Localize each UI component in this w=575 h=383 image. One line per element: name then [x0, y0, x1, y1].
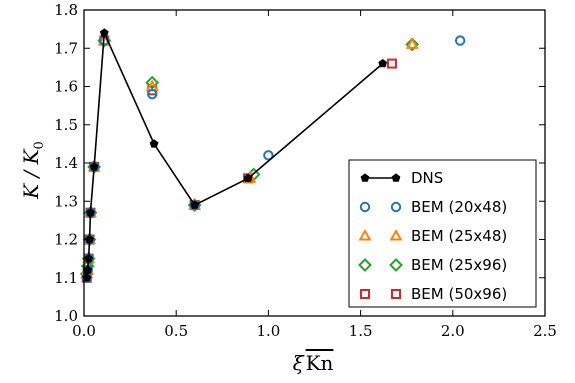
- point-dns: [378, 58, 388, 68]
- point-dns: [86, 208, 95, 217]
- x-tick-label: 0.0: [72, 322, 96, 340]
- point-bem-25x96: [145, 75, 160, 90]
- point-bem-50x96: [386, 58, 397, 69]
- x-tick-label: 2.5: [533, 322, 557, 340]
- legend-marker: [359, 201, 371, 213]
- plot-content: [79, 28, 466, 283]
- y-axis-label: K / K0: [19, 141, 47, 200]
- y-tick-label: 1.0: [54, 307, 78, 325]
- y-tick-label: 1.8: [54, 1, 78, 19]
- series-line-dns: [85, 32, 384, 278]
- legend-marker: [358, 228, 372, 241]
- legend-marker: [389, 258, 403, 272]
- x-tick-label: 1.0: [256, 322, 280, 340]
- legend-box: [348, 159, 537, 308]
- legend-marker: [360, 173, 370, 182]
- point-bem-25x96: [405, 37, 420, 52]
- y-tick-label: 1.2: [54, 231, 78, 249]
- point-bem-20x48: [147, 88, 158, 100]
- x-tick-label: 1.5: [349, 322, 373, 340]
- point-dns: [149, 139, 159, 148]
- x-tick-label: 2.0: [441, 322, 465, 340]
- point-dns: [190, 200, 200, 209]
- series-dns: [82, 28, 388, 282]
- y-tick-label: 1.3: [54, 192, 78, 210]
- x-axis-label: ξ Kn: [293, 351, 334, 375]
- x-tick-label: 0.5: [164, 322, 188, 340]
- legend-entry-label: DNS: [411, 169, 443, 187]
- legend-entry-label: BEM (50x96): [411, 285, 507, 303]
- point-bem-25x48: [405, 37, 419, 49]
- y-tick-label: 1.6: [54, 78, 78, 96]
- legend-entry-label: BEM (25x48): [411, 227, 507, 245]
- ticks: 0.0 0.5 1.0 1.5 2.0 2.5 1.0 1.1 1.2 1.3 1.4 1.5 1.6 1…: [54, 1, 557, 340]
- point-bem-20x48: [454, 35, 466, 46]
- point-bem-20x48: [263, 150, 274, 161]
- legend-marker: [391, 173, 401, 182]
- point-dns: [243, 173, 253, 183]
- legend: DNS BEM (20x48) BEM (25x48) BEM (25x96) BEM …: [348, 159, 537, 308]
- legend-marker: [358, 258, 372, 272]
- legend-marker: [390, 201, 402, 213]
- legend-marker: [391, 289, 401, 299]
- point-dns: [99, 28, 109, 37]
- legend-entry-label: BEM (20x48): [411, 198, 507, 216]
- point-dns: [89, 162, 99, 171]
- point-dns: [84, 254, 93, 263]
- y-tick-label: 1.7: [54, 39, 78, 57]
- y-tick-label: 1.5: [54, 116, 78, 134]
- legend-entry-label: BEM (25x96): [411, 256, 507, 274]
- legend-marker: [360, 289, 370, 299]
- y-tick-label: 1.4: [54, 154, 78, 172]
- y-tick-label: 1.1: [54, 269, 78, 287]
- legend-marker: [389, 228, 403, 241]
